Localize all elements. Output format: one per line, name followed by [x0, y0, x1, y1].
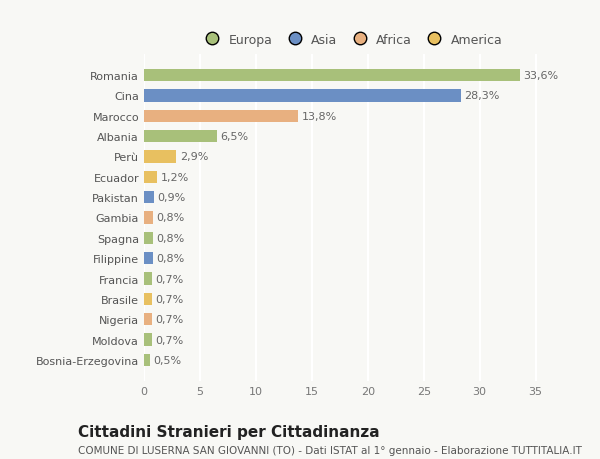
Bar	[144, 313, 152, 325]
Bar	[144, 273, 152, 285]
Text: 28,3%: 28,3%	[464, 91, 499, 101]
Bar	[144, 70, 520, 82]
Text: 0,7%: 0,7%	[155, 314, 184, 325]
Legend: Europa, Asia, Africa, America: Europa, Asia, Africa, America	[194, 29, 508, 52]
Bar	[144, 192, 154, 204]
Bar	[144, 252, 153, 265]
Text: 0,7%: 0,7%	[155, 294, 184, 304]
Text: 13,8%: 13,8%	[302, 112, 337, 122]
Text: 2,9%: 2,9%	[180, 152, 208, 162]
Bar	[144, 111, 298, 123]
Bar	[144, 171, 157, 184]
Text: 0,8%: 0,8%	[157, 254, 185, 263]
Text: 0,8%: 0,8%	[157, 233, 185, 243]
Bar	[144, 334, 152, 346]
Bar	[144, 354, 149, 366]
Bar	[144, 151, 176, 163]
Text: 6,5%: 6,5%	[220, 132, 248, 142]
Text: 0,5%: 0,5%	[153, 355, 181, 365]
Bar	[144, 131, 217, 143]
Text: COMUNE DI LUSERNA SAN GIOVANNI (TO) - Dati ISTAT al 1° gennaio - Elaborazione TU: COMUNE DI LUSERNA SAN GIOVANNI (TO) - Da…	[78, 445, 582, 455]
Bar	[144, 90, 461, 102]
Text: 0,7%: 0,7%	[155, 335, 184, 345]
Text: 1,2%: 1,2%	[161, 173, 189, 182]
Text: 0,9%: 0,9%	[157, 193, 185, 203]
Text: 0,7%: 0,7%	[155, 274, 184, 284]
Text: 0,8%: 0,8%	[157, 213, 185, 223]
Text: Cittadini Stranieri per Cittadinanza: Cittadini Stranieri per Cittadinanza	[78, 425, 380, 440]
Bar	[144, 232, 153, 244]
Bar	[144, 212, 153, 224]
Text: 33,6%: 33,6%	[523, 71, 559, 81]
Bar	[144, 293, 152, 305]
